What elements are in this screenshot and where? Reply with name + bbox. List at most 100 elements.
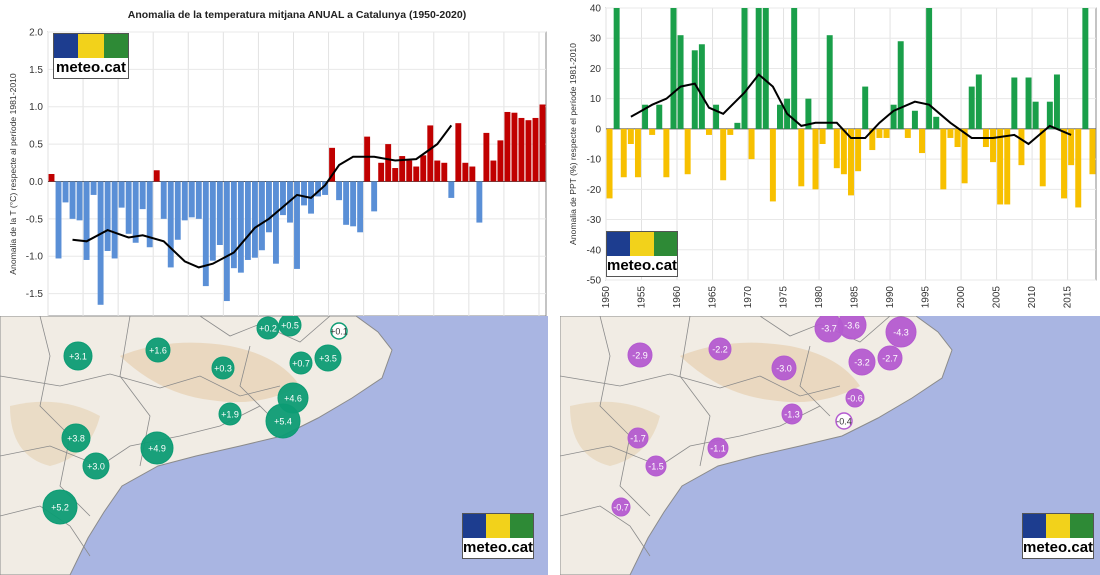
bubble-13: +3.0 [82,452,110,480]
bar-2010 [469,166,476,182]
bubble-label: -0.7 [613,503,629,513]
bubble-5: +0.7 [289,351,313,375]
x-tick-label: 1965 [708,286,719,309]
bar-1955 [642,104,649,129]
bubble-marker [835,412,853,430]
bubble-2: +0.1 [330,322,348,340]
bar-1985 [855,128,862,172]
x-tick-label: 1985 [850,286,861,309]
bubble-label: -3.0 [776,364,792,374]
bar-1950 [606,128,613,199]
bubble-label: -2.2 [712,345,728,355]
bar-1973 [769,128,776,202]
bubble-9: +1.9 [218,402,242,426]
bubble-label: +0.5 [281,321,299,331]
bubble-marker [218,402,242,426]
bubble-marker [63,341,93,371]
y-tick-label: 1.5 [29,65,43,76]
bar-1953 [69,181,76,219]
y-tick-label: -1.5 [26,289,44,300]
bubble-12: -1.1 [707,437,729,459]
x-tick-label: 1950 [601,286,612,309]
y-tick-label: -40 [587,245,602,256]
bubble-label: -2.7 [882,354,898,364]
bar-2004 [427,125,434,182]
bar-1963 [139,181,146,210]
bar-2000 [399,156,406,182]
bar-1988 [876,128,883,138]
trend-line [630,73,1072,146]
bubble-marker [42,489,78,525]
bar-1999 [954,128,961,148]
bubble-label: -1.1 [710,444,726,454]
bar-1951 [613,8,620,129]
bubble-label: +4.6 [284,394,302,404]
bubble-marker [848,348,876,376]
bar-1989 [883,128,890,138]
bar-2009 [1025,77,1032,129]
bar-2016 [1075,128,1082,208]
bar-2003 [420,155,427,182]
bubble-marker [211,356,235,380]
bar-1989 [322,181,329,195]
bar-1951 [55,181,62,259]
chart-title: Anomalia de la temperatura mitjana ANUAL… [128,9,466,21]
bar-1960 [677,35,684,129]
precipitation-bubble-map: -3.7 -3.6 -4.3 -2.9 -2.2 -3.2 -2.7 -3.0 -0.6 -1.3… [560,316,1100,575]
y-tick-label: -10 [587,155,602,166]
bar-2006 [441,162,448,182]
bar-1956 [90,181,97,195]
bar-2013 [1053,74,1060,129]
bar-1984 [848,128,854,196]
bar-1996 [933,116,940,129]
bar-2005 [997,128,1004,205]
bubble-label: +4.9 [148,444,166,454]
bubble-marker [82,452,110,480]
bar-1994 [919,128,925,154]
precipitation-map-panel: -3.7 -3.6 -4.3 -2.9 -2.2 -3.2 -2.7 -3.0 -0.6 -1.3… [560,316,1100,575]
bar-1959 [111,181,118,259]
bar-2008 [455,123,462,182]
y-tick-label: 2.0 [29,28,43,39]
x-tick-label: 1990 [885,286,896,309]
bubble-label: +5.4 [274,417,292,427]
x-tick-label: 2010 [1027,286,1038,309]
bubble-11: -1.7 [627,427,649,449]
bar-1992 [343,181,350,225]
bar-1993 [350,181,357,227]
bubble-3: -2.9 [627,342,653,368]
bubble-7: -3.0 [771,355,797,381]
bar-2013 [490,160,497,182]
bar-1991 [336,181,343,201]
temperature-anomaly-panel: 2.0 1.5 1.0 0.5 0.0 -0.5 -1.0 -1.5 Anomalia de l… [0,0,557,316]
bubble-marker [645,455,667,477]
bar-1964 [146,181,153,248]
bar-1958 [663,128,670,178]
bar-2018 [525,120,532,182]
bubble-label: +3.8 [67,434,85,444]
bubble-11: +3.8 [61,423,91,453]
bar-1976 [791,8,798,129]
y-tick-label: -20 [587,185,602,196]
bar-1977 [798,128,805,187]
bar-1975 [223,181,230,302]
y-axis-label: Anomalia de la T (°C) respecte al períod… [8,73,18,275]
bar-1994 [357,181,364,233]
bubble-label: +0.7 [292,359,310,369]
bar-1974 [216,181,223,245]
x-tick-label: 1980 [814,286,825,309]
temperature-anomaly-chart: 2.0 1.5 1.0 0.5 0.0 -0.5 -1.0 -1.5 Anomalia de l… [8,9,547,316]
bubble-8: -0.6 [845,388,865,408]
bubble-label: -2.9 [632,351,648,361]
bar-1973 [209,181,216,261]
bar-2016 [511,112,518,182]
bar-1967 [727,128,734,135]
bar-2004 [990,128,997,163]
bubble-1: -3.6 [837,316,867,340]
bar-2001 [968,86,975,129]
bar-1960 [118,181,125,208]
bubble-label: +1.6 [149,346,167,356]
bar-1953 [627,128,634,144]
bar-1970 [748,128,755,160]
